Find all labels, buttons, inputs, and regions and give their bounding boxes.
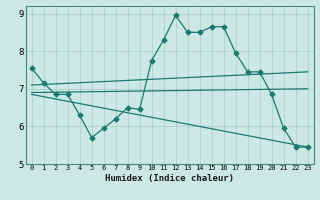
X-axis label: Humidex (Indice chaleur): Humidex (Indice chaleur) xyxy=(105,174,234,183)
